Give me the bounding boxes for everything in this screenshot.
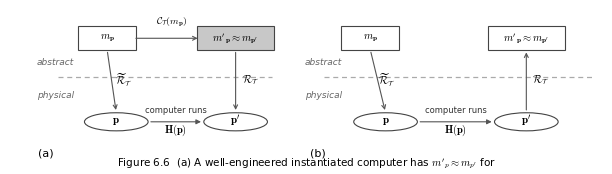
FancyBboxPatch shape <box>78 26 136 50</box>
Text: $\widetilde{\mathcal{R}}_\mathcal{T}$: $\widetilde{\mathcal{R}}_\mathcal{T}$ <box>378 71 395 88</box>
Text: computer runs: computer runs <box>425 106 487 115</box>
Text: $\mathbf{p}'$: $\mathbf{p}'$ <box>230 114 241 129</box>
Text: $\mathcal{C}_\mathcal{T}(m_\mathbf{p})$: $\mathcal{C}_\mathcal{T}(m_\mathbf{p})$ <box>155 16 187 29</box>
Text: $\mathcal{R}_\mathcal{T}$: $\mathcal{R}_\mathcal{T}$ <box>532 73 550 86</box>
Text: $\mathbf{H(p)}$: $\mathbf{H(p)}$ <box>165 123 187 138</box>
Text: physical: physical <box>37 91 74 100</box>
Text: $m_\mathbf{p}$: $m_\mathbf{p}$ <box>363 33 378 44</box>
Text: computer runs: computer runs <box>145 106 207 115</box>
Text: $\mathbf{p}$: $\mathbf{p}$ <box>382 116 389 127</box>
Text: physical: physical <box>305 91 342 100</box>
Text: $m'_\mathbf{p} \approx m_{\mathbf{p}'}$: $m'_\mathbf{p} \approx m_{\mathbf{p}'}$ <box>503 31 550 46</box>
Text: abstract: abstract <box>37 58 74 67</box>
Circle shape <box>84 113 148 131</box>
Circle shape <box>494 113 558 131</box>
FancyBboxPatch shape <box>197 26 274 50</box>
Text: (b): (b) <box>310 149 326 159</box>
Text: $\mathbf{H(p)}$: $\mathbf{H(p)}$ <box>444 123 468 138</box>
Text: $\mathcal{R}_\mathcal{T}$: $\mathcal{R}_\mathcal{T}$ <box>242 73 259 86</box>
Text: (a): (a) <box>38 149 54 159</box>
FancyBboxPatch shape <box>341 26 399 50</box>
Circle shape <box>354 113 417 131</box>
Text: $\widetilde{\mathcal{R}}_\mathcal{T}$: $\widetilde{\mathcal{R}}_\mathcal{T}$ <box>115 71 132 88</box>
Text: $\mathbf{p}'$: $\mathbf{p}'$ <box>521 114 532 129</box>
Text: $m'_\mathbf{p} \approx m_{\mathbf{p}'}$: $m'_\mathbf{p} \approx m_{\mathbf{p}'}$ <box>212 31 259 46</box>
Text: $m_\mathbf{p}$: $m_\mathbf{p}$ <box>100 33 114 44</box>
FancyBboxPatch shape <box>488 26 564 50</box>
Text: $\mathbf{p}$: $\mathbf{p}$ <box>113 116 120 127</box>
Circle shape <box>204 113 267 131</box>
Text: abstract: abstract <box>305 58 342 67</box>
Text: Figure 6.6  (a) A well-engineered instantiated computer has $m'_p \approx m_{p'}: Figure 6.6 (a) A well-engineered instant… <box>116 156 496 171</box>
